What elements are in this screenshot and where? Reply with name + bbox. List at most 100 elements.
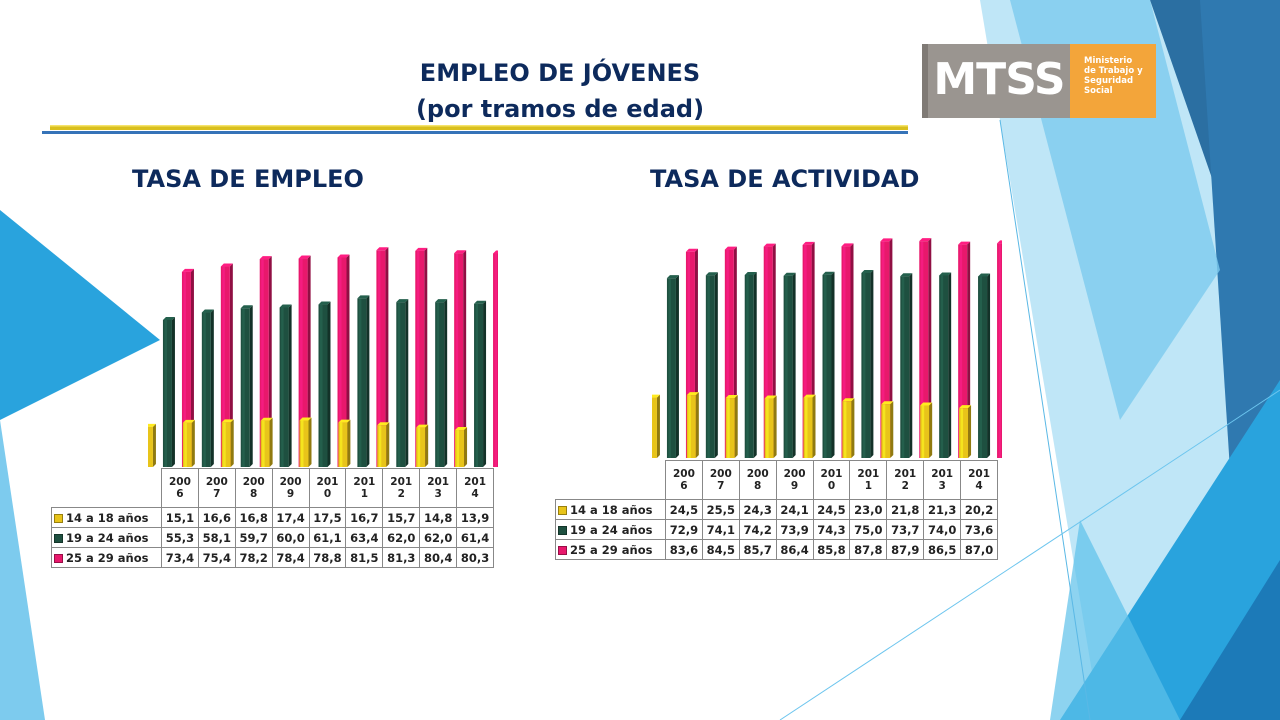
title-underline: [42, 125, 908, 134]
bar-middle-1-5: [861, 270, 874, 458]
table-year-header: 200 7: [197, 468, 236, 508]
table-value: 16,7: [345, 507, 384, 528]
bar-youngest-1-2: [725, 395, 738, 458]
table-value: 84,5: [701, 539, 740, 560]
table-value: 23,0: [849, 499, 888, 520]
table-year-header: 200 6: [664, 460, 703, 500]
table-value: 87,8: [849, 539, 888, 560]
table-value: 15,7: [382, 507, 421, 528]
table-value: 21,3: [923, 499, 962, 520]
main-title: EMPLEO DE JÓVENES: [419, 59, 701, 87]
table-value: 86,5: [923, 539, 962, 560]
table-year-header: 201 2: [886, 460, 925, 500]
table-year-header: 200 8: [234, 468, 273, 508]
bar-youngest-0-8: [455, 427, 468, 467]
legend-key: [558, 525, 567, 535]
table-value: 13,9: [456, 507, 494, 528]
legend-key: [54, 513, 63, 523]
series-name: 25 a 29 años: [66, 550, 149, 565]
bar-middle-0-1: [201, 309, 214, 467]
bar-youngest-0-5: [338, 419, 351, 467]
table-value: 17,4: [271, 507, 310, 528]
bar-youngest-1-1: [686, 392, 699, 458]
table-value: 58,1: [197, 527, 236, 548]
legend-key: [558, 505, 567, 515]
series-label: 19 a 24 años: [51, 527, 162, 548]
table-year-header: 201 1: [345, 468, 384, 508]
table-value: 21,8: [886, 499, 925, 520]
table-year-header: 200 8: [738, 460, 777, 500]
table-year-header: 201 1: [849, 460, 888, 500]
employment-data-table: 200 6 200 7 200 8 200 9 201 0 201 1 201 2 201 3…: [51, 468, 494, 568]
bar-oldest-1-8: [997, 240, 1002, 458]
series-name: 14 a 18 años: [570, 502, 653, 517]
chart-title-employment: TASA DE EMPLEO: [132, 165, 364, 193]
table-row: 14 a 18 años 15,1 16,6 16,8 17,4 17,5 16,7 15,7…: [51, 507, 494, 528]
bar-middle-1-8: [978, 273, 991, 458]
series-name: 19 a 24 años: [570, 522, 653, 537]
bar-middle-1-2: [744, 271, 757, 458]
table-value: 73,7: [886, 519, 925, 540]
table-year-header: 200 7: [701, 460, 740, 500]
table-value: 61,4: [456, 527, 494, 548]
table-year-header: 201 4: [456, 468, 494, 508]
bar-middle-1-4: [822, 271, 835, 458]
table-value: 80,4: [419, 547, 458, 568]
bar-oldest-0-8: [493, 250, 498, 467]
table-corner: [52, 469, 162, 508]
bar-oldest-0-2: [259, 256, 272, 467]
table-year-header: 201 4: [960, 460, 998, 500]
table-row: 14 a 18 años 24,5 25,5 24,3 24,1 24,5 23,0 21,8…: [555, 499, 998, 520]
table-value: 14,8: [419, 507, 458, 528]
table-value: 16,6: [197, 507, 236, 528]
table-value: 60,0: [271, 527, 310, 548]
table-value: 87,9: [886, 539, 925, 560]
bar-oldest-0-0: [181, 268, 194, 467]
bar-middle-1-0: [666, 275, 679, 458]
bar-oldest-0-1: [220, 263, 233, 467]
bar-youngest-0-2: [221, 419, 234, 467]
table-value: 73,4: [160, 547, 199, 568]
table-value: 59,7: [234, 527, 273, 548]
table-year-header: 201 0: [812, 460, 851, 500]
bar-oldest-0-5: [376, 247, 389, 467]
table-value: 74,1: [701, 519, 740, 540]
bar-middle-1-7: [939, 272, 952, 458]
table-year-header: 200 9: [271, 468, 310, 508]
bar-youngest-0-4: [299, 417, 312, 467]
bar-middle-0-8: [474, 300, 487, 467]
bar-middle-1-3: [783, 272, 796, 458]
mtss-logo: MTSS Ministerio de Trabajo y Seguridad S…: [922, 44, 1156, 118]
table-value: 74,3: [812, 519, 851, 540]
table-row: 25 a 29 años 83,6 84,5 85,7 86,4 85,8 87,8 87,9…: [555, 539, 998, 560]
table-value: 85,8: [812, 539, 851, 560]
bar-middle-0-6: [396, 299, 409, 467]
table-value: 72,9: [664, 519, 703, 540]
bar-oldest-1-7: [958, 241, 971, 458]
series-label: 25 a 29 años: [51, 547, 162, 568]
table-year-header: 201 2: [382, 468, 421, 508]
chart-title-activity: TASA DE ACTIVIDAD: [650, 165, 920, 193]
bar-youngest-1-4: [803, 394, 816, 458]
table-value: 24,3: [738, 499, 777, 520]
table-value: 61,1: [308, 527, 347, 548]
bar-youngest-1-5: [842, 398, 855, 458]
bar-youngest-1-6: [881, 401, 894, 458]
bar-middle-1-6: [900, 273, 913, 458]
table-year-header: 201 3: [923, 460, 962, 500]
table-year-header: 201 0: [308, 468, 347, 508]
bar-middle-1-1: [705, 272, 718, 458]
bar-middle-0-0: [162, 316, 175, 467]
table-value: 24,5: [812, 499, 851, 520]
series-name: 19 a 24 años: [66, 530, 149, 545]
legend-key: [558, 545, 567, 555]
table-value: 55,3: [160, 527, 199, 548]
table-value: 80,3: [456, 547, 494, 568]
table-value: 74,0: [923, 519, 962, 540]
table-value: 81,3: [382, 547, 421, 568]
series-label: 25 a 29 años: [555, 539, 666, 560]
bar-youngest-1-7: [920, 402, 933, 458]
main-subtitle: (por tramos de edad): [415, 95, 705, 123]
bar-youngest-1-3: [764, 395, 777, 458]
series-label: 19 a 24 años: [555, 519, 666, 540]
